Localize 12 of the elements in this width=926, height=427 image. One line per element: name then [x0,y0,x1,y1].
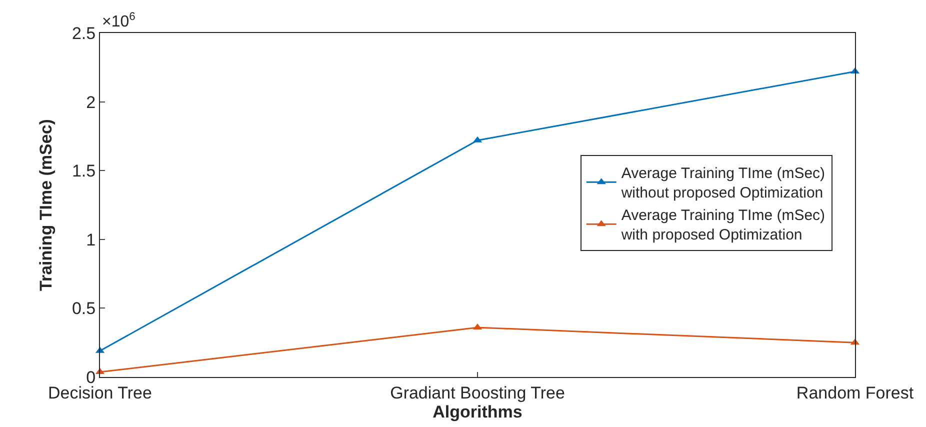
y-axis-title: Training TIme (mSec) [36,119,56,291]
y-tick-label: 2.5 [72,24,96,43]
y-tick-label: 1.5 [72,162,96,181]
legend-label: Average Training TIme (mSec) without proposed Optimization [620,165,826,202]
x-tick-label: Gradiant Boosting Tree [390,383,565,402]
text: ×10$^{6}$ [102,11,136,31]
x-axis-title: Algorithms [432,402,522,422]
legend-label: Average Training TIme (mSec) with proposed Optimization [620,207,826,244]
y-tick-label: 2 [86,92,96,112]
y-tick-label: 1 [86,230,96,250]
x-tick-label: Random Forest [796,383,914,402]
y-tick-label: 0.5 [72,299,96,318]
